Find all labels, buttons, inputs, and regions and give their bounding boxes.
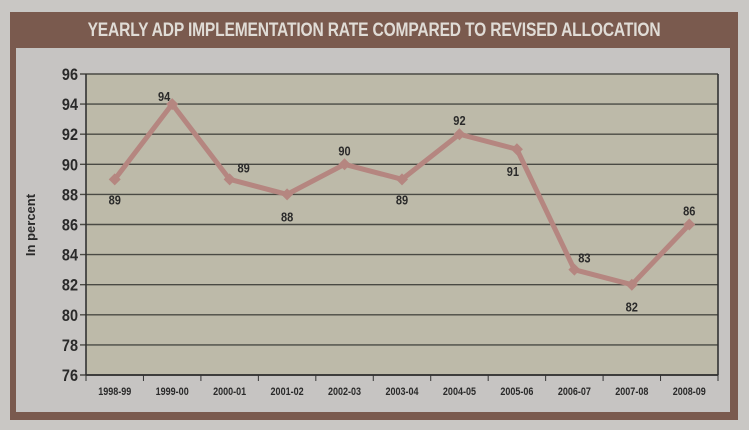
axes: [85, 74, 719, 376]
data-label: 83: [578, 251, 591, 266]
y-tick-label: 94: [62, 96, 78, 114]
y-tick-label: 82: [62, 277, 78, 295]
data-point: [166, 98, 179, 111]
x-tick-label: 2006-07: [558, 386, 591, 398]
y-tick-label: 76: [62, 367, 78, 385]
y-tick-label: 84: [62, 247, 78, 265]
x-tick-label: 1998-99: [98, 386, 131, 398]
data-point: [223, 173, 236, 186]
data-label: 89: [396, 192, 409, 207]
y-tick-label: 96: [62, 66, 78, 84]
y-tick-label: 86: [62, 216, 78, 234]
data-point: [396, 173, 408, 186]
data-point: [281, 188, 294, 201]
y-axis-ticks: 76 78 80 82 84 86 88 90 92 94 96: [62, 66, 78, 385]
y-tick-label: 92: [62, 126, 78, 144]
data-label: 90: [338, 143, 351, 158]
y-axis-label: In percent: [23, 193, 38, 256]
y-tick-label: 78: [62, 337, 78, 355]
y-tick-label: 88: [62, 186, 78, 204]
data-label: 92: [453, 113, 466, 128]
series-markers: [108, 98, 696, 291]
y-tick-label: 90: [62, 156, 78, 174]
x-tick-label: 2001-02: [271, 386, 304, 398]
x-tick-label: 2003-04: [385, 386, 418, 398]
x-tick-label: 2002-03: [328, 386, 361, 398]
x-tick-label: 2005-06: [500, 386, 533, 398]
data-label: 89: [109, 192, 122, 207]
data-label: 82: [626, 300, 639, 315]
data-label: 86: [683, 204, 696, 219]
data-point: [338, 158, 351, 171]
data-point: [568, 263, 581, 276]
x-tick-label: 1999-00: [156, 386, 189, 398]
data-labels: 89 94 89 88 90 89 92 91 83 82 86: [109, 89, 696, 315]
x-tick-label: 2008-09: [673, 386, 706, 398]
x-tick-label: 2007-08: [615, 386, 648, 398]
data-label: 94: [158, 89, 171, 104]
data-label: 89: [237, 160, 250, 175]
x-tick-label: 2000-01: [213, 386, 246, 398]
data-point: [453, 128, 466, 141]
data-point: [683, 218, 696, 231]
y-tick-label: 80: [62, 307, 78, 325]
data-label: 88: [281, 210, 294, 225]
data-point: [625, 278, 638, 291]
x-tick-label: 2004-05: [443, 386, 476, 398]
data-point: [108, 173, 121, 186]
data-label: 91: [507, 164, 520, 179]
chart-title: YEARLY ADP IMPLEMENTATION RATE COMPARED …: [87, 20, 661, 41]
x-axis-ticks: 1998-99 1999-00 2000-01 2001-02 2002-03 2003-…: [85, 375, 719, 398]
data-point: [510, 143, 523, 156]
